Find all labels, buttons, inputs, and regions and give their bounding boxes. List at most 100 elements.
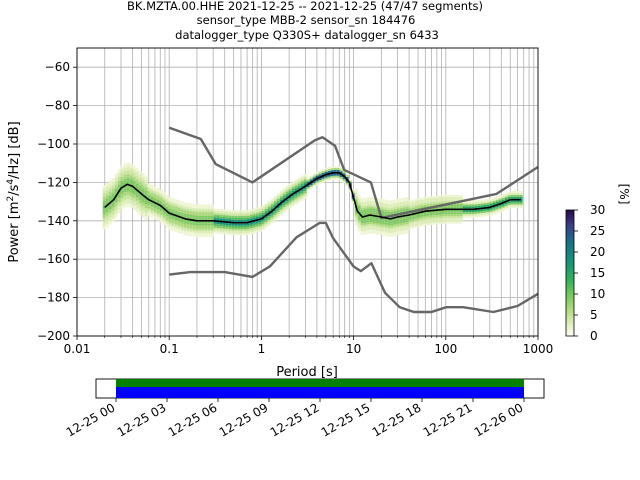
- heatmap-cell: [105, 202, 109, 205]
- heatmap-cell: [126, 199, 130, 201]
- heatmap-cell: [357, 202, 361, 205]
- heatmap-cell: [210, 217, 214, 220]
- heatmap-cell: [399, 200, 403, 202]
- heatmap-cell: [198, 216, 202, 218]
- heatmap-cell: [171, 211, 175, 214]
- heatmap-cell: [306, 187, 310, 190]
- heatmap-cell: [432, 222, 436, 225]
- heatmap-cell: [108, 203, 112, 206]
- heatmap-cell: [159, 213, 163, 215]
- heatmap-cell: [219, 218, 223, 221]
- heatmap-cell: [141, 203, 145, 206]
- heatmap-cell: [363, 219, 367, 221]
- heatmap-cell: [117, 191, 121, 194]
- heatmap-cell: [324, 169, 328, 172]
- heatmap-cell: [216, 210, 220, 213]
- heatmap-cell: [198, 210, 202, 213]
- heatmap-cell: [153, 200, 157, 202]
- heatmap-cell: [282, 191, 286, 194]
- heatmap-cell: [456, 204, 460, 207]
- heatmap-cell: [249, 209, 253, 211]
- heatmap-cell: [138, 172, 142, 175]
- heatmap-cell: [270, 217, 274, 220]
- heatmap-cell: [276, 195, 280, 197]
- heatmap-cell: [186, 222, 190, 225]
- heatmap-cell: [108, 196, 112, 198]
- heatmap-cell: [258, 224, 262, 226]
- heatmap-cell: [108, 182, 112, 185]
- heatmap-cell: [396, 198, 400, 201]
- heatmap-cell: [129, 186, 133, 189]
- heatmap-cell: [150, 198, 154, 201]
- heatmap-cell: [399, 232, 403, 235]
- heatmap-cell: [189, 220, 193, 223]
- heatmap-cell: [126, 185, 130, 188]
- heatmap-cell: [237, 216, 241, 218]
- heatmap-cell: [159, 218, 163, 221]
- colorbar-tick-label: 30: [590, 203, 605, 217]
- heatmap-cell: [102, 217, 106, 220]
- heatmap-cell: [354, 215, 358, 218]
- heatmap-cell: [387, 225, 391, 228]
- heatmap-cell: [417, 213, 421, 216]
- heatmap-cell: [471, 200, 475, 203]
- heatmap-cell: [129, 169, 133, 172]
- heatmap-cell: [426, 217, 430, 220]
- heatmap-cell: [261, 207, 265, 209]
- heatmap-cell: [399, 203, 403, 206]
- heatmap-cell: [378, 206, 382, 209]
- heatmap-cell: [477, 203, 481, 206]
- heatmap-cell: [348, 188, 352, 191]
- heatmap-cell: [213, 210, 217, 213]
- heatmap-cell: [342, 179, 346, 182]
- heatmap-cell: [441, 218, 445, 221]
- heatmap-cell: [369, 227, 373, 230]
- heatmap-cell: [285, 206, 289, 209]
- heatmap-cell: [519, 196, 523, 199]
- heatmap-cell: [156, 199, 160, 202]
- heatmap-cell: [120, 182, 124, 185]
- heatmap-cell: [123, 196, 127, 198]
- heatmap-cell: [504, 204, 508, 207]
- heatmap-cell: [405, 224, 409, 226]
- heatmap-cell: [420, 216, 424, 219]
- heatmap-cell: [417, 219, 421, 222]
- heatmap-cell: [519, 202, 523, 205]
- heatmap-cell: [297, 191, 301, 193]
- heatmap-cell: [228, 215, 232, 218]
- heatmap-cell: [186, 231, 190, 234]
- heatmap-cell: [216, 212, 220, 215]
- heatmap-cell: [300, 198, 304, 201]
- heatmap-cell: [204, 212, 208, 215]
- heatmap-cell: [405, 222, 409, 224]
- heatmap-cell: [180, 201, 184, 204]
- heatmap-cell: [192, 207, 196, 210]
- heatmap-cell: [483, 208, 487, 211]
- heatmap-cell: [375, 221, 379, 223]
- heatmap-cell: [288, 187, 292, 190]
- heatmap-cell: [108, 194, 112, 196]
- heatmap-cell: [396, 221, 400, 224]
- heatmap-cell: [195, 212, 199, 215]
- heatmap-cell: [261, 210, 265, 213]
- heatmap-cell: [192, 229, 196, 231]
- heatmap-cell: [165, 200, 169, 203]
- heatmap-cell: [363, 226, 367, 229]
- heatmap-cell: [165, 225, 169, 228]
- heatmap-cell: [504, 192, 508, 195]
- heatmap-cell: [165, 212, 169, 215]
- heatmap-cell: [234, 231, 238, 234]
- heatmap-cell: [480, 199, 484, 202]
- heatmap-cell: [390, 223, 394, 226]
- heatmap-cell: [252, 214, 256, 216]
- heatmap-cell: [492, 201, 496, 203]
- heatmap-cell: [216, 228, 220, 230]
- heatmap-cell: [228, 219, 232, 222]
- heatmap-cell: [276, 208, 280, 211]
- heatmap-cell: [252, 225, 256, 228]
- heatmap-cell: [390, 225, 394, 227]
- heatmap-cell: [519, 194, 523, 197]
- heatmap-cell: [498, 210, 502, 213]
- heatmap-cell: [315, 171, 319, 174]
